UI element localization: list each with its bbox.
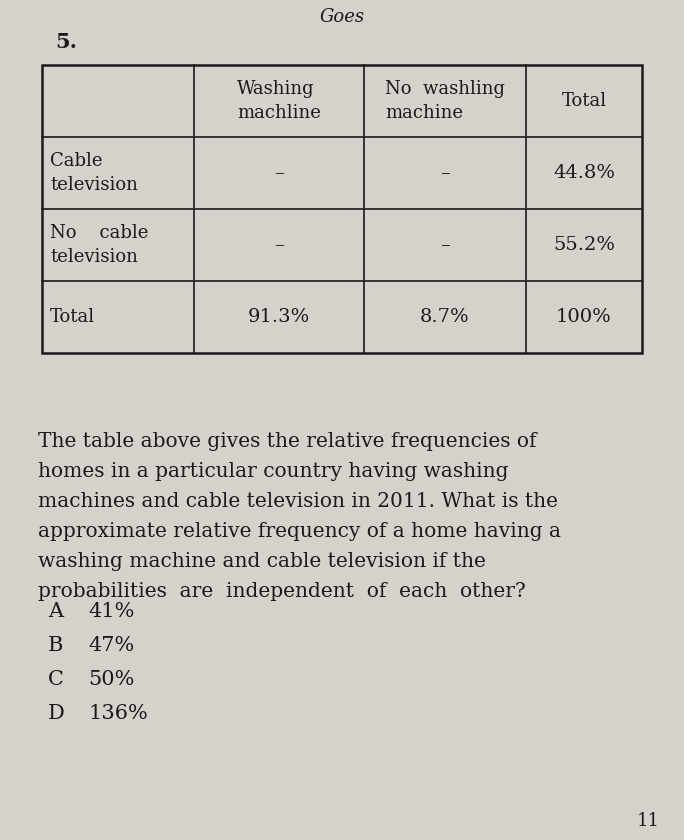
- Text: homes in a particular country having washing: homes in a particular country having was…: [38, 462, 508, 481]
- Text: B: B: [48, 636, 64, 655]
- Text: The table above gives the relative frequencies of: The table above gives the relative frequ…: [38, 432, 536, 451]
- Text: 50%: 50%: [88, 670, 134, 689]
- Text: approximate relative frequency of a home having a: approximate relative frequency of a home…: [38, 522, 561, 541]
- Text: No    cable
television: No cable television: [50, 224, 148, 265]
- Text: 91.3%: 91.3%: [248, 308, 310, 326]
- Text: machines and cable television in 2011. What is the: machines and cable television in 2011. W…: [38, 492, 558, 511]
- Text: –: –: [440, 236, 450, 254]
- Text: washing machine and cable television if the: washing machine and cable television if …: [38, 552, 486, 571]
- Text: 136%: 136%: [88, 704, 148, 723]
- Text: 55.2%: 55.2%: [553, 236, 615, 254]
- Text: C: C: [48, 670, 64, 689]
- Text: A: A: [48, 602, 63, 621]
- Text: No  washling
machine: No washling machine: [385, 80, 505, 122]
- Text: Washing
machline: Washing machline: [237, 80, 321, 122]
- Text: Total: Total: [50, 308, 95, 326]
- Bar: [42, 65, 642, 353]
- Text: 100%: 100%: [556, 308, 612, 326]
- Text: –: –: [274, 236, 284, 254]
- Text: 11: 11: [637, 812, 660, 830]
- Text: 8.7%: 8.7%: [420, 308, 470, 326]
- Text: Cable
television: Cable television: [50, 152, 138, 194]
- Bar: [42, 65, 642, 353]
- Text: 5.: 5.: [55, 32, 77, 52]
- Text: probabilities  are  independent  of  each  other?: probabilities are independent of each ot…: [38, 582, 526, 601]
- Text: 44.8%: 44.8%: [553, 164, 615, 182]
- Text: –: –: [440, 164, 450, 182]
- Text: Total: Total: [562, 92, 607, 110]
- Text: Goes: Goes: [319, 8, 365, 26]
- Text: 47%: 47%: [88, 636, 134, 655]
- Text: 41%: 41%: [88, 602, 134, 621]
- Text: D: D: [48, 704, 65, 723]
- Text: –: –: [274, 164, 284, 182]
